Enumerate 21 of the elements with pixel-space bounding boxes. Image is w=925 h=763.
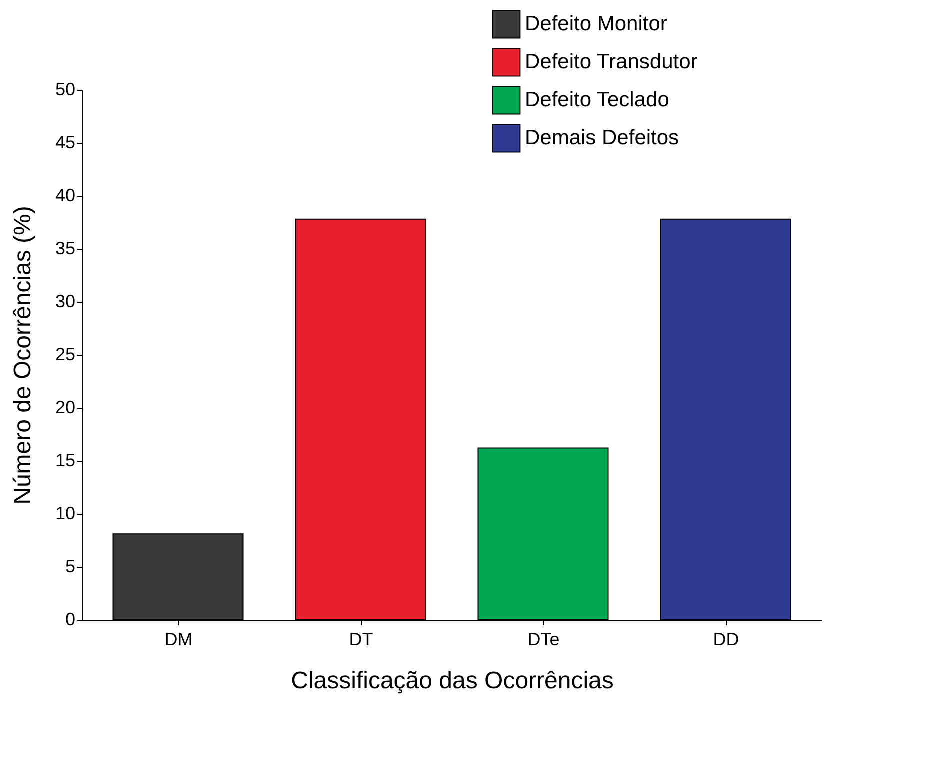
y-tick-label: 30 — [55, 292, 76, 312]
y-tick-label: 20 — [55, 398, 76, 418]
y-tick-label: 5 — [65, 556, 76, 576]
y-tick-label: 25 — [55, 344, 76, 364]
x-axis-title: Classificação das Ocorrências — [291, 668, 614, 694]
y-tick-label: 10 — [55, 504, 76, 524]
legend-label: Demais Defeitos — [525, 126, 680, 150]
y-axis-title: Número de Ocorrências (%) — [9, 206, 36, 505]
y-tick-label: 35 — [55, 238, 76, 258]
y-tick-label: 15 — [55, 450, 76, 470]
y-tick-label: 0 — [65, 610, 76, 630]
legend-label: Defeito Teclado — [525, 88, 670, 112]
y-tick-label: 50 — [55, 80, 76, 100]
legend-label: Defeito Transdutor — [525, 50, 698, 74]
y-tick-label: 40 — [55, 186, 76, 206]
y-tick-label: 45 — [55, 132, 76, 152]
x-tick-label: DT — [349, 630, 374, 650]
legend-label: Defeito Monitor — [525, 12, 668, 36]
x-tick-label: DD — [713, 630, 740, 650]
x-tick-label: DTe — [528, 630, 560, 650]
x-tick-label: DM — [164, 630, 193, 650]
